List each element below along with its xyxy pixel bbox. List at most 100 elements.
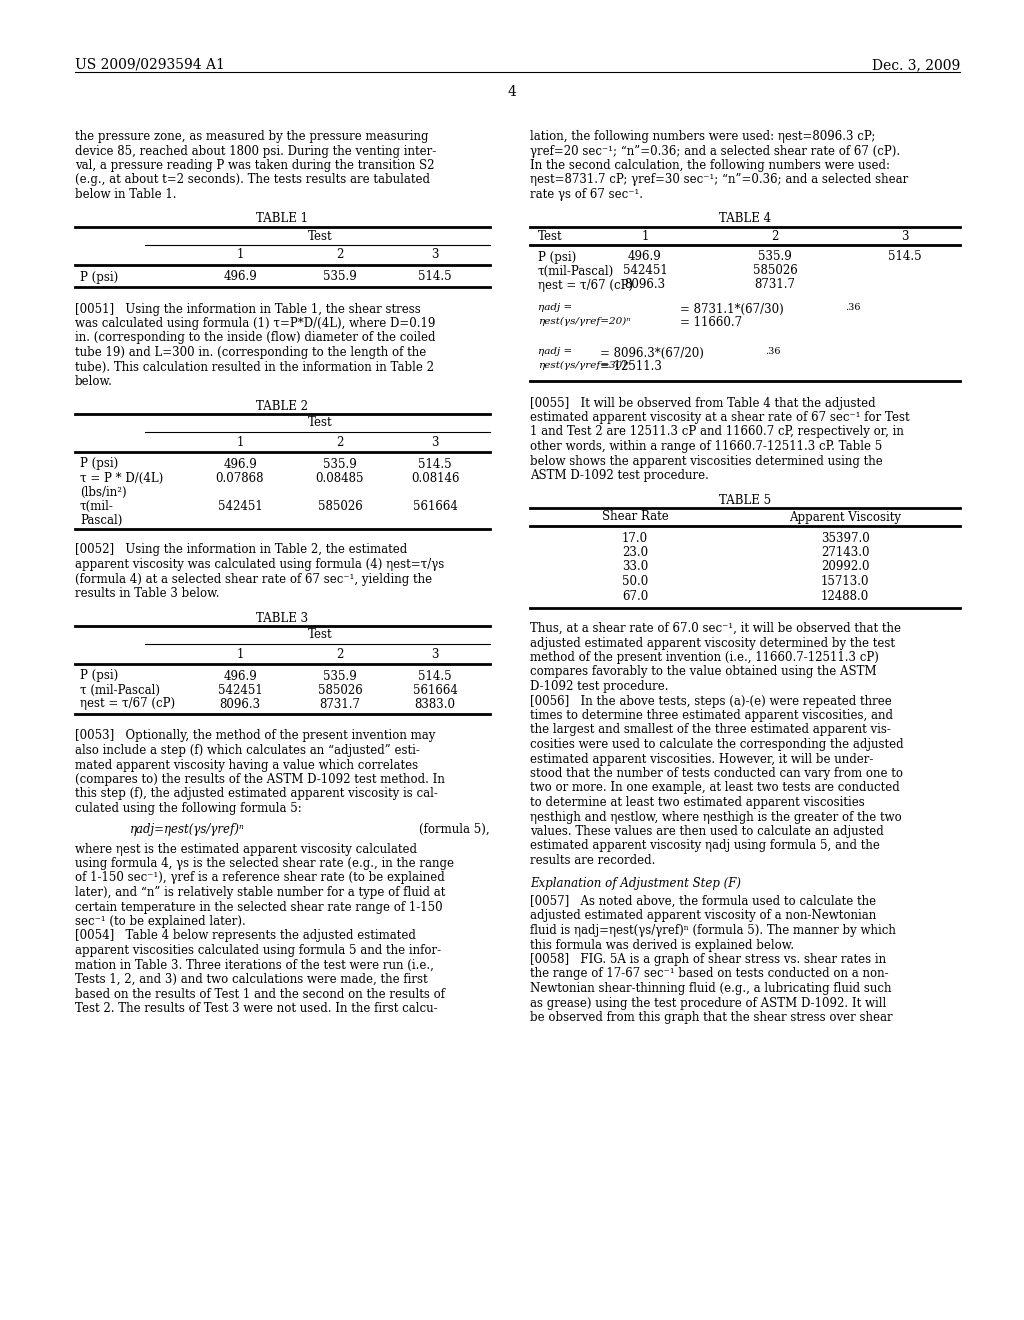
Text: the largest and smallest of the three estimated apparent vis-: the largest and smallest of the three es… bbox=[530, 723, 891, 737]
Text: Test 2. The results of Test 3 were not used. In the first calcu-: Test 2. The results of Test 3 were not u… bbox=[75, 1002, 437, 1015]
Text: (formula 5),: (formula 5), bbox=[420, 822, 490, 836]
Text: 542451: 542451 bbox=[623, 264, 668, 277]
Text: = 11660.7: = 11660.7 bbox=[680, 317, 742, 330]
Text: (formula 4) at a selected shear rate of 67 sec⁻¹, yielding the: (formula 4) at a selected shear rate of … bbox=[75, 573, 432, 586]
Text: P (psi): P (psi) bbox=[80, 458, 118, 470]
Text: 8731.7: 8731.7 bbox=[755, 279, 796, 292]
Text: ηest(γs/γref=30)ⁿ: ηest(γs/γref=30)ⁿ bbox=[538, 360, 631, 370]
Text: 542451: 542451 bbox=[218, 499, 262, 512]
Text: [0054]   Table 4 below represents the adjusted estimated: [0054] Table 4 below represents the adju… bbox=[75, 929, 416, 942]
Text: 496.9: 496.9 bbox=[628, 251, 662, 264]
Text: 3: 3 bbox=[431, 648, 438, 660]
Text: 27143.0: 27143.0 bbox=[821, 546, 869, 558]
Text: 0.08485: 0.08485 bbox=[315, 471, 365, 484]
Text: 0.07868: 0.07868 bbox=[216, 471, 264, 484]
Text: 12488.0: 12488.0 bbox=[821, 590, 869, 602]
Text: this formula was derived is explained below.: this formula was derived is explained be… bbox=[530, 939, 795, 952]
Text: 8096.3: 8096.3 bbox=[625, 279, 666, 292]
Text: 535.9: 535.9 bbox=[324, 271, 357, 284]
Text: (e.g., at about t=2 seconds). The tests results are tabulated: (e.g., at about t=2 seconds). The tests … bbox=[75, 173, 430, 186]
Text: = 8731.1*(67/30): = 8731.1*(67/30) bbox=[680, 302, 783, 315]
Text: was calculated using formula (1) τ=P*D/(4L), where D=0.19: was calculated using formula (1) τ=P*D/(… bbox=[75, 317, 435, 330]
Text: adjusted estimated apparent viscosity determined by the test: adjusted estimated apparent viscosity de… bbox=[530, 636, 895, 649]
Text: 1: 1 bbox=[641, 230, 648, 243]
Text: apparent viscosity was calculated using formula (4) ηest=τ/γs: apparent viscosity was calculated using … bbox=[75, 558, 444, 572]
Text: ηesthigh and ηestlow, where ηesthigh is the greater of the two: ηesthigh and ηestlow, where ηesthigh is … bbox=[530, 810, 902, 824]
Text: in. (corresponding to the inside (flow) diameter of the coiled: in. (corresponding to the inside (flow) … bbox=[75, 331, 435, 345]
Text: 1: 1 bbox=[237, 648, 244, 660]
Text: τ (mil-Pascal): τ (mil-Pascal) bbox=[80, 684, 160, 697]
Text: other words, within a range of 11660.7-12511.3 cP. Table 5: other words, within a range of 11660.7-1… bbox=[530, 440, 883, 453]
Text: estimated apparent viscosities. However, it will be under-: estimated apparent viscosities. However,… bbox=[530, 752, 873, 766]
Text: ASTM D-1092 test procedure.: ASTM D-1092 test procedure. bbox=[530, 469, 709, 482]
Text: cosities were used to calculate the corresponding the adjusted: cosities were used to calculate the corr… bbox=[530, 738, 903, 751]
Text: ηest = τ/67 (cP): ηest = τ/67 (cP) bbox=[538, 279, 633, 292]
Text: = 8096.3*(67/20): = 8096.3*(67/20) bbox=[600, 346, 703, 359]
Text: compares favorably to the value obtained using the ASTM: compares favorably to the value obtained… bbox=[530, 665, 877, 678]
Text: where ηest is the estimated apparent viscosity calculated: where ηest is the estimated apparent vis… bbox=[75, 842, 417, 855]
Text: P (psi): P (psi) bbox=[538, 251, 577, 264]
Text: τ(mil-Pascal): τ(mil-Pascal) bbox=[538, 264, 614, 277]
Text: this step (f), the adjusted estimated apparent viscosity is cal-: this step (f), the adjusted estimated ap… bbox=[75, 788, 438, 800]
Text: 8731.7: 8731.7 bbox=[319, 697, 360, 710]
Text: 2: 2 bbox=[336, 248, 344, 261]
Text: 1: 1 bbox=[237, 436, 244, 449]
Text: 17.0: 17.0 bbox=[622, 532, 648, 544]
Text: 35397.0: 35397.0 bbox=[820, 532, 869, 544]
Text: 585026: 585026 bbox=[317, 684, 362, 697]
Text: (compares to) the results of the ASTM D-1092 test method. In: (compares to) the results of the ASTM D-… bbox=[75, 774, 444, 785]
Text: Thus, at a shear rate of 67.0 sec⁻¹, it will be observed that the: Thus, at a shear rate of 67.0 sec⁻¹, it … bbox=[530, 622, 901, 635]
Text: TABLE 3: TABLE 3 bbox=[256, 611, 308, 624]
Text: results in Table 3 below.: results in Table 3 below. bbox=[75, 587, 219, 601]
Text: ηadj=ηest(γs/γref)ⁿ: ηadj=ηest(γs/γref)ⁿ bbox=[130, 822, 245, 836]
Text: estimated apparent viscosity at a shear rate of 67 sec⁻¹ for Test: estimated apparent viscosity at a shear … bbox=[530, 411, 909, 424]
Text: later), and “n” is relatively stable number for a type of fluid at: later), and “n” is relatively stable num… bbox=[75, 886, 445, 899]
Text: 8096.3: 8096.3 bbox=[219, 697, 260, 710]
Text: ηadj =: ηadj = bbox=[538, 346, 572, 355]
Text: P (psi): P (psi) bbox=[80, 669, 118, 682]
Text: [0058]   FIG. 5A is a graph of shear stress vs. shear rates in: [0058] FIG. 5A is a graph of shear stres… bbox=[530, 953, 886, 966]
Text: P (psi): P (psi) bbox=[80, 271, 118, 284]
Text: times to determine three estimated apparent viscosities, and: times to determine three estimated appar… bbox=[530, 709, 893, 722]
Text: 2: 2 bbox=[336, 648, 344, 660]
Text: using formula 4, γs is the selected shear rate (e.g., in the range: using formula 4, γs is the selected shea… bbox=[75, 857, 454, 870]
Text: [0051]   Using the information in Table 1, the shear stress: [0051] Using the information in Table 1,… bbox=[75, 302, 421, 315]
Text: apparent viscosities calculated using formula 5 and the infor-: apparent viscosities calculated using fo… bbox=[75, 944, 441, 957]
Text: 535.9: 535.9 bbox=[324, 458, 357, 470]
Text: ηest=8731.7 cP; γref=30 sec⁻¹; “n”=0.36; and a selected shear: ηest=8731.7 cP; γref=30 sec⁻¹; “n”=0.36;… bbox=[530, 173, 908, 186]
Text: Test: Test bbox=[307, 230, 333, 243]
Text: 585026: 585026 bbox=[317, 499, 362, 512]
Text: 561664: 561664 bbox=[413, 499, 458, 512]
Text: ηadj =: ηadj = bbox=[538, 302, 572, 312]
Text: [0053]   Optionally, the method of the present invention may: [0053] Optionally, the method of the pre… bbox=[75, 730, 435, 742]
Text: Test: Test bbox=[307, 417, 333, 429]
Text: TABLE 5: TABLE 5 bbox=[719, 494, 771, 507]
Text: TABLE 1: TABLE 1 bbox=[256, 213, 308, 226]
Text: estimated apparent viscosity ηadj using formula 5, and the: estimated apparent viscosity ηadj using … bbox=[530, 840, 880, 853]
Text: mation in Table 3. Three iterations of the test were run (i.e.,: mation in Table 3. Three iterations of t… bbox=[75, 958, 434, 972]
Text: 23.0: 23.0 bbox=[622, 546, 648, 558]
Text: ηest = τ/67 (cP): ηest = τ/67 (cP) bbox=[80, 697, 175, 710]
Text: 496.9: 496.9 bbox=[223, 458, 257, 470]
Text: Pascal): Pascal) bbox=[80, 513, 123, 527]
Text: 4: 4 bbox=[508, 84, 516, 99]
Text: 1: 1 bbox=[237, 248, 244, 261]
Text: stood that the number of tests conducted can vary from one to: stood that the number of tests conducted… bbox=[530, 767, 903, 780]
Text: 535.9: 535.9 bbox=[758, 251, 792, 264]
Text: device ​85, reached about 1800 psi. During the venting inter-: device ​85, reached about 1800 psi. Duri… bbox=[75, 144, 436, 157]
Text: fluid is ηadj=ηest(γs/γref)ⁿ (formula 5). The manner by which: fluid is ηadj=ηest(γs/γref)ⁿ (formula 5)… bbox=[530, 924, 896, 937]
Text: 514.5: 514.5 bbox=[888, 251, 922, 264]
Text: Explanation of Adjustment Step (F): Explanation of Adjustment Step (F) bbox=[530, 876, 741, 890]
Text: 8383.0: 8383.0 bbox=[415, 697, 456, 710]
Text: results are recorded.: results are recorded. bbox=[530, 854, 655, 867]
Text: = 12511.3: = 12511.3 bbox=[600, 360, 662, 374]
Text: [0052]   Using the information in Table 2, the estimated: [0052] Using the information in Table 2,… bbox=[75, 544, 408, 557]
Text: (lbs/in²): (lbs/in²) bbox=[80, 486, 127, 499]
Text: as grease) using the test procedure of ASTM D-1092. It will: as grease) using the test procedure of A… bbox=[530, 997, 886, 1010]
Text: D-1092 test procedure.: D-1092 test procedure. bbox=[530, 680, 669, 693]
Text: of 1-150 sec⁻¹), γref is a reference shear rate (to be explained: of 1-150 sec⁻¹), γref is a reference she… bbox=[75, 871, 444, 884]
Text: 3: 3 bbox=[431, 248, 438, 261]
Text: ηest(γs/γref=20)ⁿ: ηest(γs/γref=20)ⁿ bbox=[538, 317, 631, 326]
Text: mated apparent viscosity having a value which correlates: mated apparent viscosity having a value … bbox=[75, 759, 418, 771]
Text: 2: 2 bbox=[771, 230, 778, 243]
